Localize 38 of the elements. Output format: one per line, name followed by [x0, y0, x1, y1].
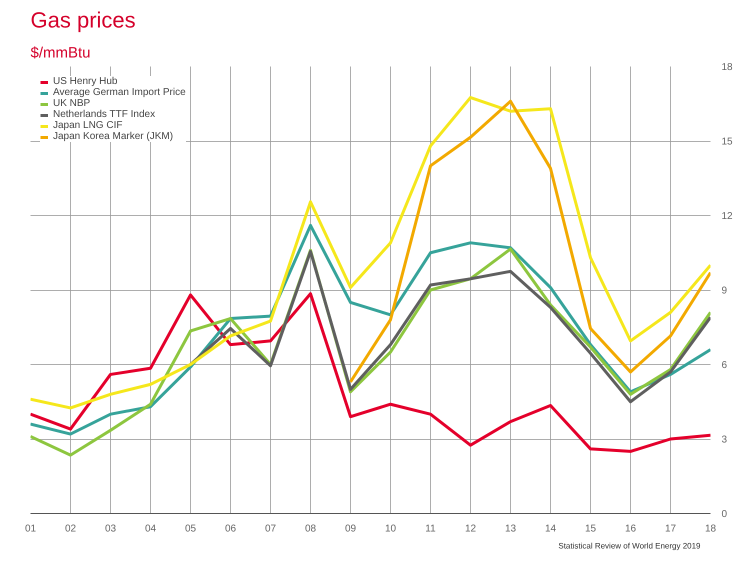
- y-tick-label: 15: [722, 136, 734, 148]
- x-tick-label: 15: [584, 524, 596, 534]
- y-tick-label: 3: [722, 434, 728, 446]
- x-tick-label: 03: [104, 524, 116, 534]
- line-series: [349, 100, 710, 384]
- legend-label: UK NBP: [53, 98, 90, 109]
- x-tick-label: 16: [624, 524, 636, 534]
- line-series: [189, 250, 710, 404]
- y-tick-label: 6: [722, 360, 728, 371]
- x-tick-label: 04: [144, 524, 156, 534]
- legend-label: Average German Import Price: [53, 87, 186, 98]
- y-tick-label: 0: [722, 509, 728, 520]
- legend-label: Japan Korea Marker (JKM): [53, 131, 174, 142]
- x-tick-label: 11: [425, 524, 436, 534]
- legend-label: Netherlands TTF Index: [53, 109, 156, 120]
- x-tick-label: 12: [464, 524, 476, 534]
- x-tick-label: 08: [304, 524, 316, 534]
- x-tick-label: 02: [64, 524, 76, 534]
- chart-title: Gas prices: [30, 8, 136, 32]
- chart-subtitle: $/mmBtu: [30, 44, 91, 62]
- text: Statistical Review of World Energy 2019: [558, 542, 702, 550]
- x-tick-label: 06: [224, 524, 236, 534]
- y-tick-label: 12: [722, 211, 734, 222]
- x-tick-label: 18: [704, 524, 716, 534]
- legend-label: Japan LNG CIF: [53, 120, 122, 131]
- line-series: [30, 292, 710, 453]
- x-tick-label: 07: [264, 524, 276, 534]
- y-tick-label: 9: [722, 286, 728, 296]
- x-tick-label: 01: [24, 524, 36, 534]
- x-tick-label: 14: [544, 524, 556, 534]
- x-tick-label: 13: [504, 524, 516, 534]
- x-tick-label: 17: [664, 524, 676, 534]
- x-tick-label: 10: [384, 524, 396, 534]
- y-tick-label: 18: [722, 62, 734, 73]
- line-series: [30, 96, 710, 410]
- x-tick-label: 05: [184, 524, 196, 534]
- x-tick-label: 09: [344, 524, 356, 534]
- legend-label: US Henry Hub: [53, 76, 118, 87]
